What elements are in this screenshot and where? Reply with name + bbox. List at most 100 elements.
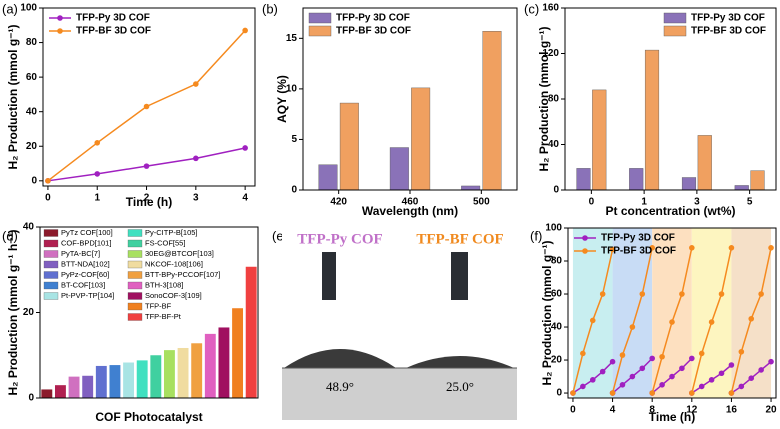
point bbox=[669, 373, 675, 380]
y-axis-label: H₂ Production (mmol g⁻¹) bbox=[537, 27, 551, 172]
plot-frame bbox=[564, 7, 777, 191]
x-axis-label: COF Photocatalyst bbox=[95, 410, 202, 424]
point bbox=[689, 355, 695, 362]
legend-label: FS-COF[55] bbox=[145, 238, 185, 247]
bar bbox=[389, 147, 409, 191]
point bbox=[748, 315, 755, 322]
legend-label: TFP-BF bbox=[145, 301, 172, 310]
point bbox=[629, 324, 636, 330]
point bbox=[659, 381, 665, 388]
sample-bar bbox=[451, 252, 468, 300]
point bbox=[580, 383, 586, 390]
legend-swatch bbox=[308, 12, 332, 24]
legend-swatch bbox=[127, 250, 143, 258]
y-tick-label: 0 bbox=[553, 185, 559, 196]
legend-label: TFP-BF-Pt bbox=[145, 312, 182, 321]
sample-label: TFP-BF COF bbox=[416, 231, 503, 247]
point bbox=[599, 368, 606, 375]
point bbox=[768, 358, 774, 365]
bar bbox=[54, 385, 66, 398]
substrate bbox=[282, 368, 517, 420]
point bbox=[193, 81, 199, 87]
legend-label: TFP-BF 3D COF bbox=[76, 26, 151, 37]
y-tick-label: 60 bbox=[26, 72, 38, 83]
x-tick-label: 2 bbox=[144, 193, 150, 204]
droplet bbox=[406, 356, 514, 368]
legend-swatch bbox=[43, 292, 59, 300]
legend-label: COF-BPD[101] bbox=[61, 238, 111, 247]
y-tick-label: 80 bbox=[26, 37, 38, 48]
bar bbox=[592, 89, 607, 191]
point bbox=[45, 178, 51, 184]
panel-label: (a) bbox=[2, 1, 18, 16]
x-axis-label: Wavelength (nm) bbox=[362, 204, 458, 218]
point bbox=[649, 355, 655, 362]
legend-label: TFP-BF 3D COF bbox=[691, 26, 766, 37]
point bbox=[679, 291, 685, 297]
y-tick-label: 100 bbox=[20, 3, 37, 14]
bar bbox=[232, 308, 244, 398]
bar bbox=[644, 49, 660, 191]
point bbox=[619, 352, 626, 358]
legend-swatch bbox=[43, 260, 59, 269]
y-tick-label: 40 bbox=[23, 222, 35, 233]
bar bbox=[41, 389, 53, 398]
panel-label: (d) bbox=[2, 228, 18, 243]
chart: (b) 0 5 10 15 AQY (%) Wavelength (nm) 420 460 500… bbox=[262, 1, 518, 218]
point bbox=[728, 245, 735, 251]
x-axis-label: Time (h) bbox=[126, 195, 172, 209]
point bbox=[193, 155, 199, 162]
point bbox=[748, 375, 755, 381]
bar bbox=[136, 360, 148, 398]
legend-swatch bbox=[43, 229, 59, 237]
y-tick-label: 100 bbox=[545, 223, 562, 234]
legend-swatch bbox=[127, 302, 143, 311]
y-tick-label: 20 bbox=[23, 307, 35, 318]
point bbox=[738, 383, 745, 390]
legend-swatch bbox=[127, 271, 143, 279]
legend-label: BTT-BPy-PCCOF[107] bbox=[145, 270, 220, 279]
droplet bbox=[284, 349, 396, 368]
legend-swatch bbox=[127, 229, 143, 237]
x-tick-label: 460 bbox=[402, 197, 419, 208]
point bbox=[649, 390, 655, 396]
point bbox=[679, 365, 685, 372]
point bbox=[94, 139, 101, 146]
bar bbox=[697, 135, 712, 191]
plot-frame bbox=[42, 7, 256, 187]
y-axis-label: H₂ Production (mmol g⁻¹ h⁻¹) bbox=[6, 230, 20, 396]
legend-swatch bbox=[127, 292, 143, 300]
legend-swatch bbox=[43, 271, 59, 279]
x-axis-label: Time (h) bbox=[649, 410, 695, 424]
bar bbox=[68, 376, 80, 398]
legend-label: TFP-Py 3D COF bbox=[76, 13, 150, 24]
legend-label: PyTz COF[100] bbox=[61, 228, 113, 237]
bar bbox=[318, 164, 338, 191]
background-band bbox=[731, 228, 772, 398]
bar bbox=[191, 343, 203, 398]
x-tick-label: 8 bbox=[649, 405, 655, 416]
panel-label: (c) bbox=[524, 1, 539, 16]
point bbox=[718, 291, 725, 297]
x-tick-label: 0 bbox=[45, 193, 51, 204]
y-tick-label: 80 bbox=[548, 94, 560, 105]
point bbox=[659, 353, 665, 360]
bar bbox=[411, 87, 431, 191]
point bbox=[758, 291, 764, 297]
point bbox=[718, 370, 725, 377]
legend-label: Pt-PVP-TP[104] bbox=[61, 291, 114, 300]
x-tick-label: 3 bbox=[694, 197, 700, 208]
photo-panel: (e) TFP-Py COF TFP-BF COF 48.9° 25.0° bbox=[272, 228, 517, 420]
y-tick-label: 40 bbox=[26, 106, 38, 117]
point bbox=[609, 246, 616, 253]
legend-label: PyTA-BC[7] bbox=[61, 249, 100, 258]
y-axis-label: H₂ Production (mmol g⁻¹) bbox=[540, 241, 554, 386]
x-tick-label: 1 bbox=[641, 197, 647, 208]
legend-marker bbox=[582, 248, 588, 254]
legend-label: PyPz-COF[60] bbox=[61, 270, 109, 279]
bar bbox=[750, 170, 765, 191]
legend-label: BT-COF[103] bbox=[61, 280, 105, 289]
